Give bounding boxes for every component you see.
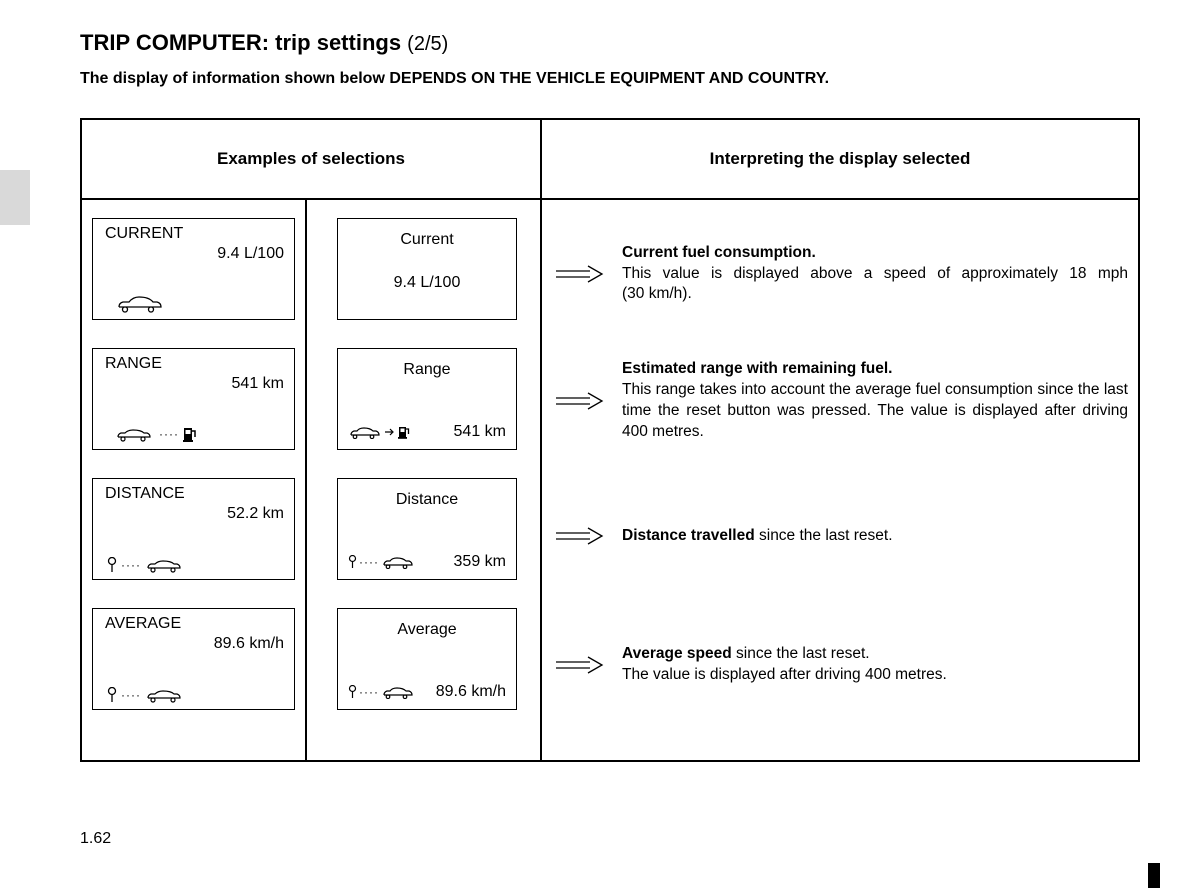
- display-box-current-b: Current 9.4 L/100: [337, 218, 517, 320]
- pin-dots-car-icon: ····: [348, 685, 415, 699]
- examples-column-b: Current 9.4 L/100 Range 541 km: [307, 200, 542, 760]
- arrow-icon: [554, 527, 604, 545]
- dots-icon: ····: [121, 558, 141, 572]
- interpret-text: Current fuel consumption. This value is …: [622, 243, 1128, 306]
- interpret-row: Estimated range with remaining fuel. Thi…: [554, 330, 1128, 472]
- pin-dots-car-icon: ····: [348, 555, 415, 569]
- box-value: 9.4 L/100: [338, 274, 516, 292]
- page-number: 1.62: [80, 830, 111, 848]
- box-value: 89.6 km/h: [436, 683, 506, 701]
- interpret-text: Estimated range with remaining fuel. Thi…: [622, 359, 1128, 443]
- box-value: 541 km: [454, 423, 506, 441]
- box-title: Current: [338, 231, 516, 249]
- car-arrow-pump-icon: [348, 424, 410, 440]
- car-icon: [115, 293, 163, 313]
- interpret-row: Average speed since the last reset. The …: [554, 600, 1128, 730]
- main-table: Examples of selections Interpreting the …: [80, 118, 1140, 762]
- table-body: CURRENT 9.4 L/100 RANGE 541 km ····: [82, 200, 1138, 760]
- box-label: AVERAGE: [105, 615, 181, 633]
- box-title: Distance: [338, 491, 516, 509]
- box-label: DISTANCE: [105, 485, 185, 503]
- car-to-pump-icon: ····: [115, 425, 197, 443]
- header-interpret: Interpreting the display selected: [542, 120, 1138, 198]
- page-content: TRIP COMPUTER: trip settings (2/5) The d…: [0, 0, 1200, 762]
- box-value: 89.6 km/h: [214, 635, 284, 653]
- box-value: 541 km: [232, 375, 284, 393]
- arrow-icon: [554, 265, 604, 283]
- box-title: Average: [338, 621, 516, 639]
- car-icon: [145, 557, 185, 573]
- dots-icon: ····: [121, 688, 141, 702]
- interpret-text: Average speed since the last reset. The …: [622, 644, 1128, 686]
- box-value: 359 km: [454, 553, 506, 571]
- display-box-distance-b: Distance ···· 359 km: [337, 478, 517, 580]
- title-main: TRIP COMPUTER: trip settings: [80, 30, 407, 55]
- interpret-row: Distance travelled since the last reset.: [554, 472, 1128, 600]
- title-suffix: (2/5): [407, 33, 448, 55]
- car-icon: [145, 687, 185, 703]
- pin-to-car-icon: ····: [107, 557, 185, 573]
- interpret-row: Current fuel consumption. This value is …: [554, 218, 1128, 330]
- display-box-distance-a: DISTANCE 52.2 km ····: [92, 478, 295, 580]
- page-subtitle: The display of information shown below D…: [80, 70, 1140, 88]
- display-box-average-a: AVERAGE 89.6 km/h ····: [92, 608, 295, 710]
- page-title: TRIP COMPUTER: trip settings (2/5): [80, 30, 1140, 56]
- arrow-icon: [554, 392, 604, 410]
- header-examples: Examples of selections: [82, 120, 542, 198]
- corner-mark: [1148, 863, 1160, 888]
- interpret-text: Distance travelled since the last reset.: [622, 526, 1128, 547]
- display-box-range-b: Range 541 km: [337, 348, 517, 450]
- arrow-icon: [554, 656, 604, 674]
- side-tab: [0, 170, 30, 225]
- display-box-current-a: CURRENT 9.4 L/100: [92, 218, 295, 320]
- table-header: Examples of selections Interpreting the …: [82, 120, 1138, 200]
- examples-column-a: CURRENT 9.4 L/100 RANGE 541 km ····: [82, 200, 307, 760]
- box-value: 9.4 L/100: [217, 245, 284, 263]
- display-box-range-a: RANGE 541 km ····: [92, 348, 295, 450]
- box-value: 52.2 km: [227, 505, 284, 523]
- pin-icon: [107, 687, 117, 703]
- pin-icon: [107, 557, 117, 573]
- box-label: CURRENT: [105, 225, 183, 243]
- interpret-column: Current fuel consumption. This value is …: [542, 200, 1138, 760]
- pin-to-car-icon: ····: [107, 687, 185, 703]
- dots-icon: ····: [159, 427, 179, 441]
- display-box-average-b: Average ···· 89.6 km/h: [337, 608, 517, 710]
- box-title: Range: [338, 361, 516, 379]
- pump-icon: [183, 425, 197, 443]
- box-label: RANGE: [105, 355, 162, 373]
